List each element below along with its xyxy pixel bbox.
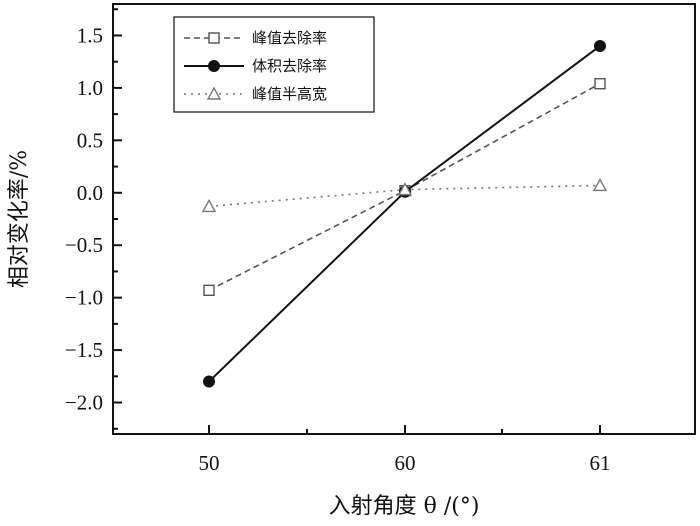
legend-label: 峰值去除率 — [252, 29, 327, 47]
y-tick-label: 0.5 — [77, 128, 103, 152]
legend-marker — [206, 86, 222, 100]
series-layer — [201, 39, 608, 388]
data-point — [203, 375, 215, 388]
x-tick-label: 61 — [590, 451, 611, 475]
legend-label: 峰值半高宽 — [252, 85, 327, 103]
data-point — [592, 177, 608, 192]
legend-marker — [208, 32, 220, 44]
legend-marker — [208, 60, 220, 72]
data-point — [594, 78, 606, 90]
data-point — [397, 182, 413, 196]
y-tick-label: −1.0 — [65, 286, 103, 310]
x-tick-label: 60 — [395, 451, 416, 475]
series-line — [208, 83, 601, 292]
legend-item: 峰值半高宽 — [184, 85, 327, 103]
y-tick-label: −0.5 — [65, 233, 103, 257]
y-tick-label: 0.0 — [77, 181, 103, 205]
y-tick-label: 1.0 — [77, 76, 103, 100]
y-tick-label: −1.5 — [65, 338, 103, 362]
legend-item: 峰值去除率 — [184, 29, 327, 47]
legend-item: 体积去除率 — [184, 57, 327, 75]
data-point — [201, 198, 217, 213]
y-axis: −2.0 −1.5 −1.0 −0.5 0.0 0.5 1.0 1.5 — [65, 8, 122, 430]
x-tick-label: 50 — [199, 451, 220, 475]
legend-label: 体积去除率 — [252, 57, 327, 75]
series-3 — [201, 177, 608, 213]
y-axis-title: 相对变化率/% — [7, 150, 32, 288]
y-tick-label: −2.0 — [65, 391, 103, 415]
data-point — [594, 39, 606, 52]
x-axis-title: 入射角度 θ /(°) — [329, 494, 480, 519]
y-tick-label: 1.5 — [77, 23, 103, 47]
data-point — [203, 284, 215, 297]
x-axis: 50 60 61 — [199, 425, 611, 475]
legend-box — [173, 16, 375, 113]
